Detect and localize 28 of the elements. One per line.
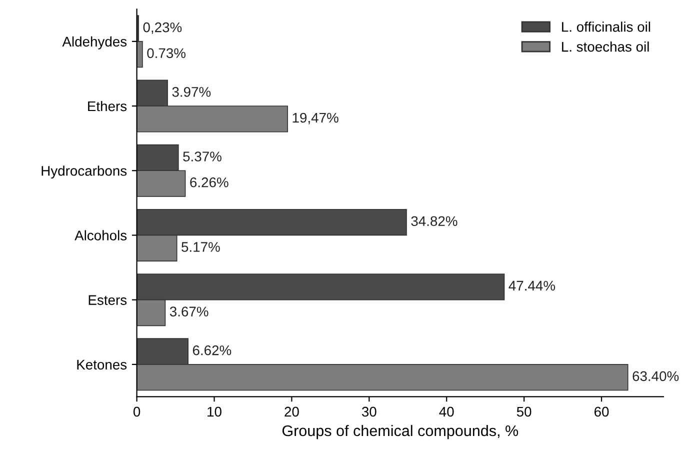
y-tick-label: Hydrocarbons [42,166,127,179]
x-tick-label: 20 [284,406,299,417]
data-label: 3.67% [170,306,208,316]
x-tick-label: 10 [208,406,222,417]
data-label: 5.17% [182,242,220,252]
y-tick-label: Esters [88,295,127,305]
y-tick-label: Ketones [77,360,127,370]
data-label: 47.44% [508,280,556,291]
y-tick-label: Aldehydes [62,36,127,50]
data-label: 63.40% [632,371,679,382]
x-tick-label: 60 [594,406,609,417]
data-label: 6.62% [192,345,232,356]
data-label: 5.37% [183,152,222,162]
x-tick-label: 50 [516,406,532,417]
x-tick-label: 30 [362,406,376,417]
x-axis-title: Groups of chemical compounds, % [282,424,518,440]
legend-label: L. officinalis oil [562,22,650,32]
legend-label: L. stoechas oil [562,42,649,52]
data-label: 6.26% [190,177,228,188]
data-label: 19,47% [292,112,338,124]
data-label: 0,23% [143,22,182,34]
data-label: 3.97% [172,86,211,97]
y-tick-label: Alcohols [74,230,127,240]
data-label: 34.82% [411,216,458,226]
data-label: 0.73% [147,48,186,58]
x-tick-label: 0 [133,406,140,417]
x-tick-label: 40 [439,406,454,417]
y-tick-label: Ethers [88,100,127,112]
